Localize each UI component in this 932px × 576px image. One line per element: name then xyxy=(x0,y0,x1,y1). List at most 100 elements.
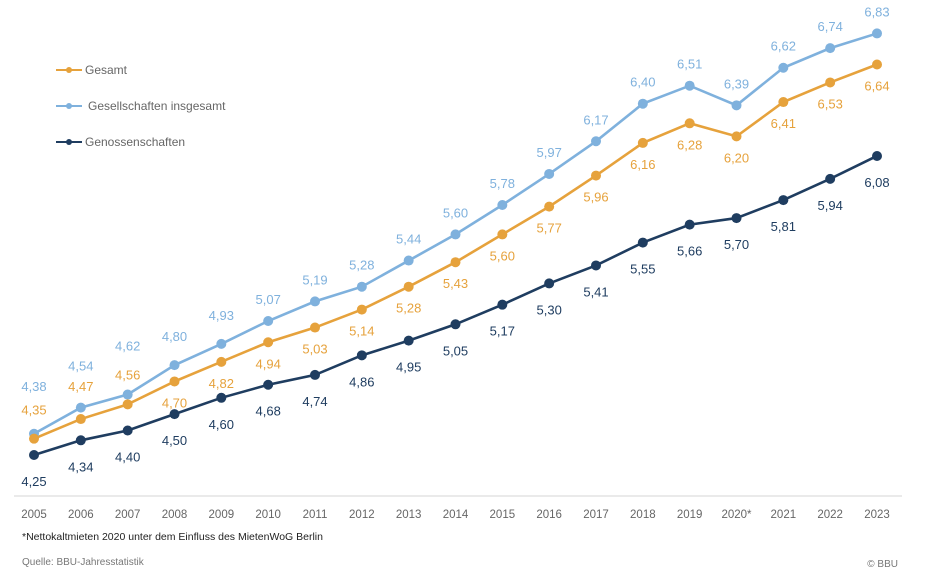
data-label: 6,08 xyxy=(864,175,889,190)
data-label: 6,17 xyxy=(583,112,608,127)
data-point xyxy=(75,435,86,446)
footnote: *Nettokaltmieten 2020 unter dem Einfluss… xyxy=(22,531,323,543)
data-point xyxy=(450,229,461,240)
data-label: 5,28 xyxy=(349,258,374,273)
data-point xyxy=(122,399,133,410)
data-label: 5,05 xyxy=(443,343,468,358)
data-label: 4,86 xyxy=(349,374,374,389)
data-label: 4,62 xyxy=(115,339,140,354)
data-point xyxy=(778,195,789,206)
data-point xyxy=(637,98,648,109)
data-point xyxy=(637,237,648,248)
data-point xyxy=(169,409,180,420)
legend-marker-icon xyxy=(56,139,82,145)
data-label: 5,60 xyxy=(490,248,515,263)
x-tick-label: 2020* xyxy=(721,509,752,521)
source-note: Quelle: BBU-Jahresstatistik xyxy=(22,557,144,568)
data-label: 6,39 xyxy=(724,76,749,91)
data-point xyxy=(169,360,180,371)
data-point xyxy=(778,97,789,108)
legend-marker-icon xyxy=(56,103,82,109)
data-point xyxy=(169,376,180,387)
data-label: 5,07 xyxy=(256,292,281,307)
data-point xyxy=(591,136,601,147)
legend-item-gesellschaften: Gesellschaften insgesamt xyxy=(56,88,225,124)
data-label: 6,40 xyxy=(630,75,655,90)
data-label: 6,51 xyxy=(677,57,702,72)
data-label: 5,70 xyxy=(724,237,749,252)
data-label: 6,20 xyxy=(724,150,749,165)
data-point xyxy=(263,379,274,390)
data-label: 5,17 xyxy=(490,324,515,339)
data-label: 6,64 xyxy=(864,78,889,93)
data-label: 5,03 xyxy=(302,342,327,357)
data-label: 4,40 xyxy=(115,449,140,464)
data-label: 5,94 xyxy=(818,198,843,213)
x-tick-label: 2015 xyxy=(490,509,516,521)
data-label: 4,60 xyxy=(209,417,234,432)
legend-label: Gesamt xyxy=(85,63,128,77)
data-label: 5,55 xyxy=(630,262,655,277)
data-label: 5,97 xyxy=(537,145,562,160)
data-point xyxy=(684,219,695,230)
data-point xyxy=(403,335,414,346)
data-label: 4,35 xyxy=(21,403,46,418)
data-label: 5,77 xyxy=(537,221,562,236)
data-label: 5,96 xyxy=(583,190,608,205)
legend-marker-icon xyxy=(56,67,82,73)
legend-label: Gesellschaften insgesamt xyxy=(88,99,226,113)
data-point xyxy=(29,450,39,460)
data-label: 6,16 xyxy=(630,157,655,172)
data-label: 4,70 xyxy=(162,395,187,410)
data-point xyxy=(544,201,555,212)
data-point xyxy=(778,62,789,73)
data-point xyxy=(29,433,39,444)
data-label: 6,83 xyxy=(864,4,889,19)
data-label: 4,93 xyxy=(209,308,234,323)
data-point xyxy=(544,168,555,179)
data-label: 4,56 xyxy=(115,367,140,382)
data-point xyxy=(263,316,274,327)
x-tick-label: 2011 xyxy=(303,509,328,521)
data-label: 6,41 xyxy=(771,116,796,131)
x-tick-label: 2018 xyxy=(630,509,656,521)
data-point xyxy=(310,296,320,307)
data-point xyxy=(825,173,836,184)
data-point xyxy=(731,100,742,111)
data-point xyxy=(637,137,648,148)
data-point xyxy=(591,170,601,181)
data-label: 4,25 xyxy=(21,474,46,489)
x-tick-label: 2006 xyxy=(68,509,94,521)
legend-item-genossenschaften: Genossenschaften xyxy=(56,124,225,160)
data-point xyxy=(684,80,695,91)
data-point xyxy=(216,392,227,403)
x-tick-label: 2010 xyxy=(255,509,281,521)
x-tick-label: 2023 xyxy=(864,509,890,521)
data-label: 6,74 xyxy=(818,19,843,34)
data-label: 4,50 xyxy=(162,433,187,448)
x-tick-label: 2009 xyxy=(209,509,235,521)
data-point xyxy=(684,118,695,129)
data-point xyxy=(122,425,133,436)
data-label: 5,30 xyxy=(537,302,562,317)
legend-item-gesamt: Gesamt xyxy=(56,52,225,88)
data-label: 4,38 xyxy=(21,379,46,394)
data-point xyxy=(872,28,882,39)
data-label: 4,34 xyxy=(68,459,93,474)
data-label: 5,78 xyxy=(490,176,515,191)
x-tick-label: 2013 xyxy=(396,509,422,521)
data-label: 4,80 xyxy=(162,329,187,344)
data-point xyxy=(356,350,367,361)
data-point xyxy=(825,77,836,88)
data-point xyxy=(825,43,836,54)
data-label: 5,41 xyxy=(583,284,608,299)
data-point xyxy=(450,257,461,268)
data-label: 4,94 xyxy=(256,356,281,371)
legend: Gesamt Gesellschaften insgesamt Genossen… xyxy=(56,52,225,160)
data-point xyxy=(310,369,320,380)
data-point xyxy=(872,150,882,161)
data-label: 5,44 xyxy=(396,232,421,247)
data-label: 5,66 xyxy=(677,244,702,259)
data-label: 4,68 xyxy=(256,404,281,419)
